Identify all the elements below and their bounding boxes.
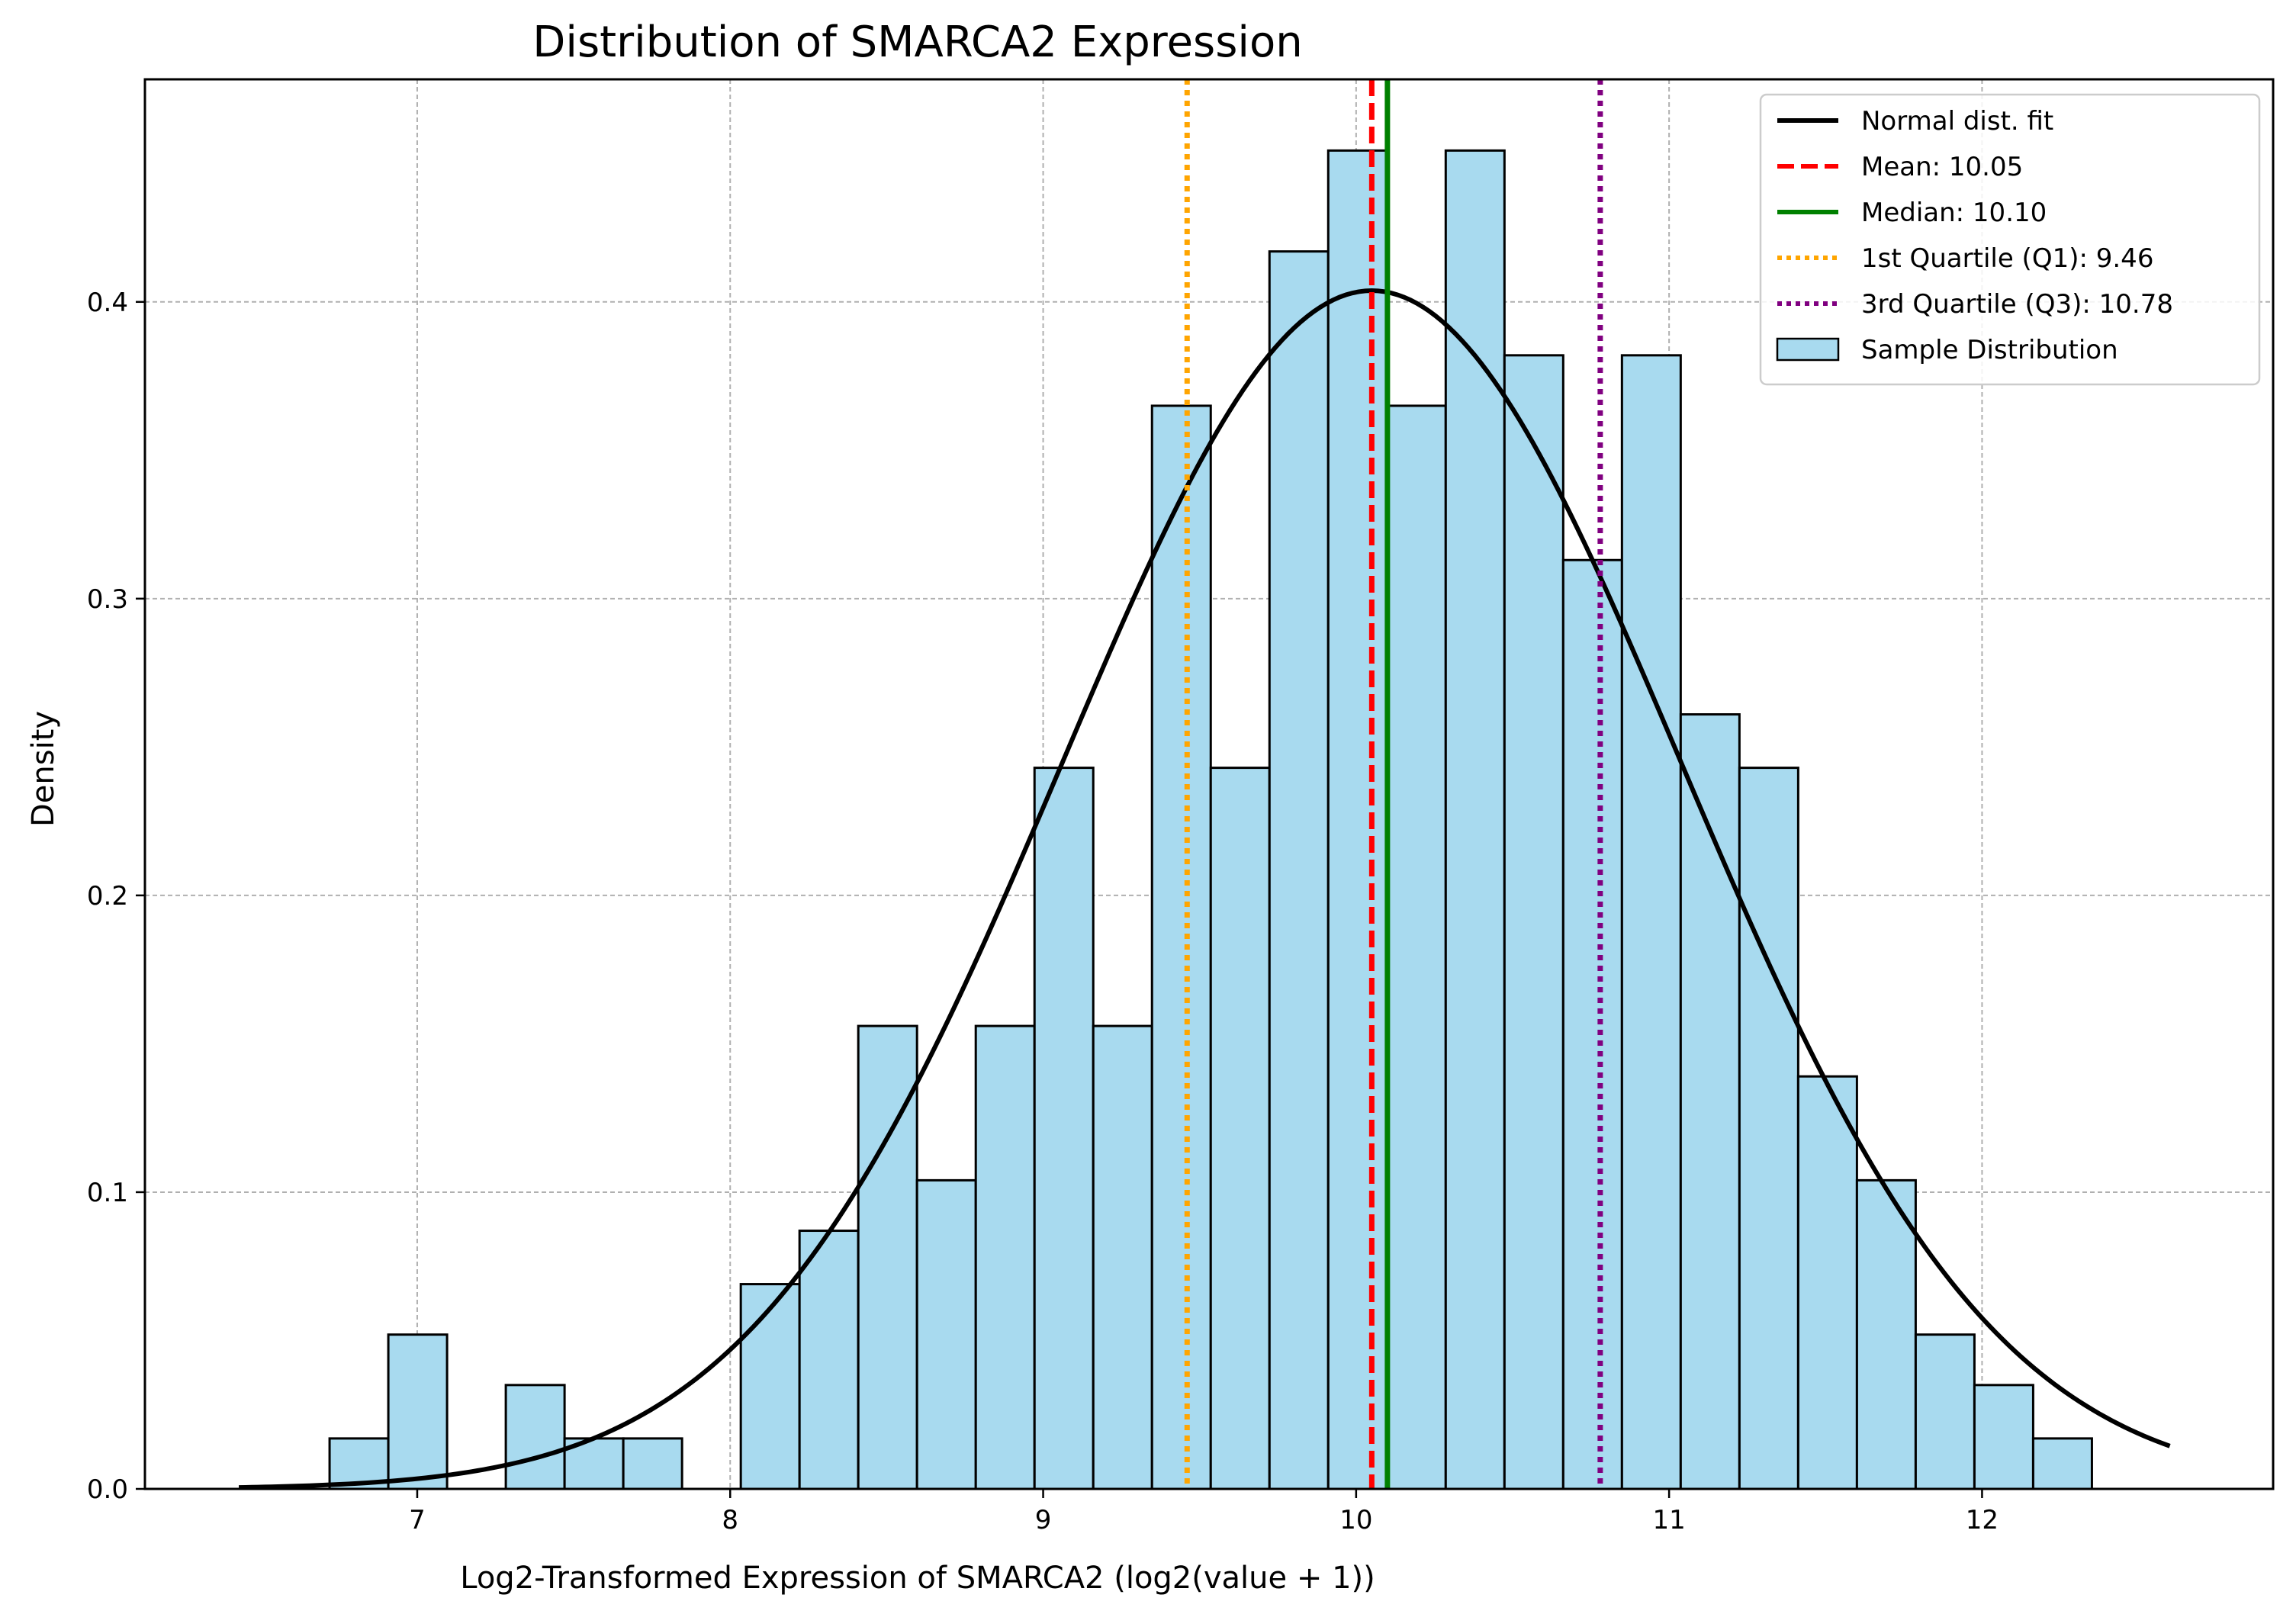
legend-label: Mean: 10.05 <box>1861 152 2023 182</box>
x-tick-label: 11 <box>1652 1505 1685 1535</box>
x-tick-label: 12 <box>1966 1505 1999 1535</box>
legend: Normal dist. fit Mean: 10.05 Median: 10.10… <box>1759 93 2261 386</box>
legend-label: Normal dist. fit <box>1861 106 2053 137</box>
x-tick-label: 10 <box>1339 1505 1372 1535</box>
histogram-bar <box>1033 767 1095 1490</box>
histogram-bar <box>1444 149 1506 1490</box>
legend-label: Sample Distribution <box>1861 335 2118 365</box>
histogram-bar <box>1326 149 1388 1490</box>
histogram-bar <box>1503 354 1564 1490</box>
histogram-bar <box>504 1384 566 1490</box>
chart-title: Distribution of SMARCA2 Expression <box>532 18 1302 67</box>
histogram-bar <box>1561 558 1623 1490</box>
histogram-bar <box>622 1437 683 1490</box>
y-tick-label: 0.3 <box>87 584 128 615</box>
y-tick-label: 0.2 <box>87 881 128 911</box>
histogram-bar <box>1209 767 1271 1490</box>
histogram-bar <box>1620 354 1682 1490</box>
legend-handle <box>1776 337 1840 362</box>
histogram-bar <box>2031 1437 2093 1490</box>
histogram-bar <box>1385 404 1447 1490</box>
legend-label: Median: 10.10 <box>1861 198 2047 228</box>
y-tick-label: 0.1 <box>87 1178 128 1208</box>
x-tick-label: 9 <box>1035 1505 1052 1535</box>
reference-lines <box>239 79 2171 1490</box>
y-tick-label: 0.0 <box>87 1474 128 1505</box>
histogram-bar <box>1796 1075 1858 1490</box>
histogram-bar <box>915 1178 977 1490</box>
histogram-bar <box>739 1283 801 1490</box>
histogram-bar <box>1150 404 1212 1490</box>
x-tick-label: 7 <box>409 1505 426 1535</box>
histogram-bar <box>974 1024 1036 1490</box>
plot-frame <box>143 78 2275 1490</box>
histogram-bar <box>1679 713 1741 1490</box>
histogram-bar <box>1092 1024 1153 1490</box>
legend-label: 1st Quartile (Q1): 9.46 <box>1861 243 2153 274</box>
histogram-bar <box>798 1230 860 1490</box>
histogram-bar <box>387 1333 449 1490</box>
legend-label: 3rd Quartile (Q3): 10.78 <box>1861 289 2173 320</box>
histogram-bar <box>1855 1178 1917 1490</box>
histogram-bar <box>1738 767 1799 1490</box>
legend-box <box>1759 93 2261 386</box>
y-tick-label: 0.4 <box>87 288 128 318</box>
histogram-bar <box>1973 1384 2034 1490</box>
histogram-bar <box>1914 1333 1976 1490</box>
normal-fit-curve <box>239 288 2171 1490</box>
histogram-bars <box>328 149 2093 1490</box>
y-axis-label: Density <box>26 711 61 827</box>
histogram-bar <box>1268 250 1330 1490</box>
x-axis-label: Log2-Transformed Expression of SMARCA2 (… <box>460 1561 1375 1596</box>
axes: 7 8 9 10 11 12 0.0 0.1 0.2 0.3 0.4 <box>87 78 2275 1535</box>
x-tick-label: 8 <box>722 1505 738 1535</box>
